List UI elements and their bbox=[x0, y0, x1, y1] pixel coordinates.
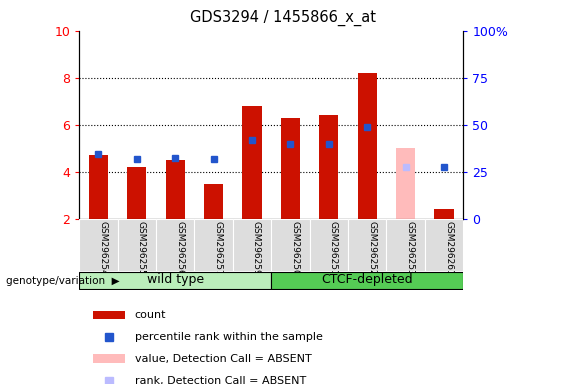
Bar bbox=[204, 184, 223, 219]
Text: GSM296253: GSM296253 bbox=[406, 222, 415, 276]
Bar bbox=[434, 210, 454, 219]
Bar bbox=[166, 160, 185, 219]
Text: percentile rank within the sample: percentile rank within the sample bbox=[134, 332, 323, 342]
Bar bbox=[79, 219, 118, 271]
Text: GSM296259: GSM296259 bbox=[252, 222, 261, 276]
Text: count: count bbox=[134, 310, 166, 320]
Bar bbox=[156, 219, 194, 271]
Bar bbox=[89, 156, 108, 219]
Bar bbox=[271, 219, 310, 271]
Text: GSM296251: GSM296251 bbox=[329, 222, 338, 276]
Bar bbox=[194, 219, 233, 271]
Text: GSM296261: GSM296261 bbox=[444, 222, 453, 276]
Bar bbox=[79, 272, 271, 289]
Text: GSM296254: GSM296254 bbox=[98, 222, 107, 276]
Bar bbox=[118, 219, 156, 271]
Bar bbox=[310, 219, 348, 271]
Bar bbox=[319, 115, 338, 219]
Bar bbox=[271, 272, 463, 289]
Text: GSM296250: GSM296250 bbox=[290, 222, 299, 276]
Bar bbox=[386, 219, 425, 271]
Text: GSM296257: GSM296257 bbox=[214, 222, 223, 276]
Text: GSM296252: GSM296252 bbox=[367, 222, 376, 276]
Text: GSM296256: GSM296256 bbox=[175, 222, 184, 276]
Bar bbox=[358, 73, 377, 219]
Bar bbox=[348, 219, 386, 271]
Bar bbox=[242, 106, 262, 219]
Bar bbox=[233, 219, 271, 271]
Text: GDS3294 / 1455866_x_at: GDS3294 / 1455866_x_at bbox=[189, 10, 376, 26]
Text: GSM296255: GSM296255 bbox=[137, 222, 146, 276]
Bar bbox=[425, 219, 463, 271]
Text: wild type: wild type bbox=[146, 273, 204, 286]
Bar bbox=[127, 167, 146, 219]
Text: rank, Detection Call = ABSENT: rank, Detection Call = ABSENT bbox=[134, 376, 306, 384]
Bar bbox=[281, 118, 300, 219]
Text: CTCF-depleted: CTCF-depleted bbox=[321, 273, 413, 286]
Bar bbox=[396, 148, 415, 219]
Bar bbox=[93, 311, 125, 319]
Bar bbox=[93, 354, 125, 363]
Text: genotype/variation  ▶: genotype/variation ▶ bbox=[6, 276, 119, 286]
Text: value, Detection Call = ABSENT: value, Detection Call = ABSENT bbox=[134, 354, 311, 364]
